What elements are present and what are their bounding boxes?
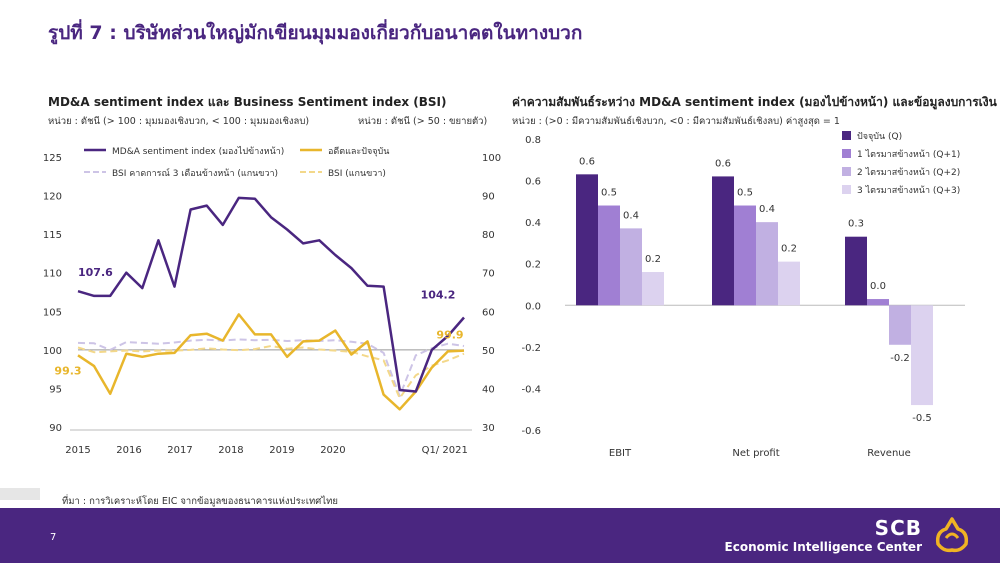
bar-value-label: 0.4: [759, 204, 775, 215]
legend-swatch: [842, 131, 851, 140]
series-line: [77, 338, 465, 398]
legend-swatch: [842, 167, 851, 176]
y-right-tick-label: 50: [482, 346, 495, 357]
bar: [620, 228, 642, 306]
y-tick-label: 0.2: [525, 260, 541, 271]
bar-value-label: 0.4: [623, 210, 639, 221]
bar: [911, 305, 933, 406]
y-right-tick-label: 90: [482, 192, 495, 203]
y-tick-label: -0.4: [521, 384, 541, 395]
legend-label: MD&A sentiment index (มองไปข้างหน้า): [112, 146, 284, 157]
bar-value-label: 0.2: [781, 244, 797, 255]
bar-value-label: 0.5: [737, 188, 753, 199]
y-left-tick-label: 100: [43, 346, 62, 357]
left-chart-unit-right: หน่วย : ดัชนี (> 50 : ขยายตัว): [358, 116, 488, 127]
brand-name: SCB: [874, 516, 922, 540]
source-note: ที่มา : การวิเคราะห์โดย EIC จากข้อมูลของ…: [62, 496, 338, 507]
bar: [598, 205, 620, 306]
y-left-tick-label: 110: [43, 269, 62, 280]
legend-swatch: [842, 149, 851, 158]
bar: [576, 174, 598, 306]
x-tick-label: Q1/ 2021: [422, 445, 468, 456]
right-chart-unit: หน่วย : (>0 : มีความสัมพันธ์เชิงบวก, <0 …: [512, 116, 840, 127]
legend-label: อดีตและปัจจุบัน: [328, 146, 389, 157]
y-right-tick-label: 80: [482, 230, 495, 241]
bar-value-label: 0.0: [870, 281, 886, 292]
legend-label: BSI (แกนขวา): [328, 169, 386, 179]
bar-value-label: 0.2: [645, 254, 661, 265]
bar-value-label: 0.6: [579, 156, 595, 167]
scb-logo-icon: [935, 517, 969, 553]
x-tick-label: 2018: [218, 445, 243, 456]
data-label: 104.2: [421, 288, 456, 301]
x-tick-label: 2017: [167, 445, 192, 456]
bar: [712, 176, 734, 306]
series-line: [77, 313, 465, 411]
brand-block: SCB Economic Intelligence Center: [725, 516, 922, 554]
legend-label: ปัจจุบัน (Q): [857, 132, 902, 142]
y-right-tick-label: 30: [482, 423, 495, 434]
y-left-tick-label: 125: [43, 153, 62, 164]
bar-value-label: -0.5: [912, 413, 932, 424]
y-right-tick-label: 100: [482, 153, 501, 164]
bar: [756, 222, 778, 306]
legend-label: 2 ไตรมาสข้างหน้า (Q+2): [857, 167, 960, 178]
y-left-tick-label: 95: [49, 384, 62, 395]
data-label: 99.9: [436, 329, 463, 342]
right-chart-heading: ค่าความสัมพันธ์ระหว่าง MD&A sentiment in…: [512, 95, 997, 109]
y-tick-label: 0.6: [525, 177, 541, 188]
y-tick-label: 0.8: [525, 135, 541, 146]
y-right-tick-label: 70: [482, 269, 495, 280]
legend-label: 1 ไตรมาสข้างหน้า (Q+1): [857, 149, 960, 160]
correlation-bar-chart: 0.8 0.6 0.4 0.2 0.0 -0.2 -0.4 -0.6 0.6 0.5 0.4 0.2 E…: [521, 131, 965, 459]
series-line: [77, 196, 465, 393]
legend-swatch: [842, 185, 851, 194]
legend-label: 3 ไตรมาสข้างหน้า (Q+3): [857, 185, 960, 196]
bar-value-label: -0.2: [890, 353, 910, 364]
y-left-tick-label: 115: [43, 230, 62, 241]
bar: [889, 305, 911, 345]
brand-subtitle: Economic Intelligence Center: [724, 540, 922, 554]
bar-value-label: 0.5: [601, 188, 617, 199]
data-label: 99.3: [54, 364, 81, 377]
left-chart-unit-left: หน่วย : ดัชนี (> 100 : มุมมองเชิงบวก, < …: [48, 116, 310, 127]
y-right-tick-label: 40: [482, 384, 495, 395]
bar: [867, 299, 889, 306]
page-title: รูปที่ 7 : บริษัทส่วนใหญ่มักเขียนมุมมองเ…: [48, 22, 583, 44]
y-left-tick-label: 120: [43, 192, 62, 203]
x-tick-label: 2016: [116, 445, 141, 456]
y-tick-label: -0.6: [521, 426, 541, 437]
y-right-tick-label: 60: [482, 307, 495, 318]
y-tick-label: 0.4: [525, 218, 541, 229]
sentiment-line-chart: 90 95 100 105 110 115 120 125 30 40 50 60 70 80 90 100 2…: [43, 146, 501, 456]
y-tick-label: 0.0: [525, 301, 541, 312]
bar-value-label: 0.3: [848, 219, 864, 230]
bar: [845, 236, 867, 306]
x-tick-label: 2020: [320, 445, 345, 456]
bar: [778, 261, 800, 306]
page-number: 7: [50, 532, 57, 543]
x-category-label: EBIT: [609, 448, 632, 459]
x-category-label: Revenue: [867, 448, 911, 459]
left-chart-heading: MD&A sentiment index และ Business Sentim…: [48, 95, 447, 109]
footer-bar: 7 SCB Economic Intelligence Center: [0, 508, 1000, 563]
y-tick-label: -0.2: [521, 343, 541, 354]
bar-value-label: 0.6: [715, 158, 731, 169]
x-category-label: Net profit: [732, 448, 779, 459]
legend-label: BSI คาดการณ์ 3 เดือนข้างหน้า (แกนขวา): [112, 167, 278, 179]
bar: [642, 272, 664, 306]
x-tick-label: 2019: [269, 445, 294, 456]
x-tick-label: 2015: [65, 445, 90, 456]
source-marker: [0, 488, 40, 500]
y-left-tick-label: 90: [49, 423, 62, 434]
data-label: 107.6: [78, 266, 113, 279]
bar: [734, 205, 756, 306]
y-left-tick-label: 105: [43, 307, 62, 318]
